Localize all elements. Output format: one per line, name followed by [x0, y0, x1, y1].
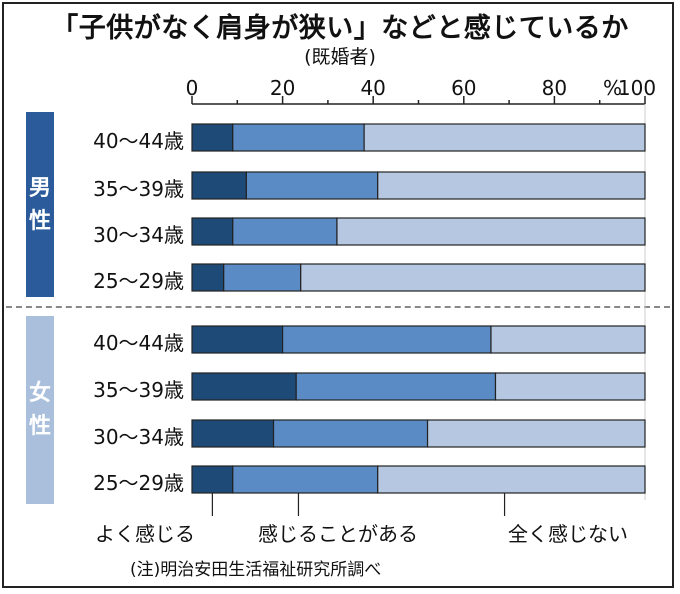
- category-label: 35～39歳: [93, 378, 184, 402]
- bar-segment-series-2: [426, 419, 646, 448]
- bar-segment-series-0: [191, 372, 297, 401]
- bar-segment-series-0: [191, 123, 234, 152]
- x-tick-label: 0: [185, 76, 199, 100]
- bar-segment-series-2: [363, 123, 646, 152]
- bar-segment-series-0: [191, 325, 284, 354]
- group-label-char: 男: [28, 175, 51, 201]
- source-note: (注)明治安田生活福祉研究所調べ: [130, 560, 382, 580]
- bar-segment-series-1: [245, 171, 379, 200]
- bar-segment-series-0: [191, 263, 225, 292]
- category-label: 25～29歳: [93, 269, 184, 293]
- group-divider: [6, 306, 670, 308]
- category-label: 30～34歳: [93, 223, 184, 247]
- chart-frame: [2, 2, 674, 588]
- category-label: 40～44歳: [93, 331, 184, 355]
- category-label: 40～44歳: [93, 129, 184, 153]
- category-label: 25～29歳: [93, 471, 184, 495]
- bar-segment-series-2: [336, 217, 646, 246]
- bar-segment-series-1: [232, 465, 379, 494]
- legend-often: よく感じる: [95, 522, 195, 546]
- group-label-char: 性: [28, 208, 51, 234]
- bar-segment-series-0: [191, 419, 275, 448]
- bar-segment-series-0: [191, 465, 234, 494]
- category-label: 35～39歳: [93, 177, 184, 201]
- category-label: 30～34歳: [93, 425, 184, 449]
- bar-segment-series-2: [300, 263, 646, 292]
- chart-subtitle: (既婚者): [304, 46, 376, 68]
- bar-segment-series-1: [295, 372, 497, 401]
- bar-segment-series-0: [191, 217, 234, 246]
- legend-sometimes: 感じることがある: [258, 522, 418, 546]
- chart-title: 「子供がなく肩身が狭い」などと感じているか: [51, 13, 629, 44]
- bar-segment-series-1: [232, 123, 365, 152]
- group-label-female: 女 性: [26, 316, 54, 504]
- bar-segment-series-2: [494, 372, 646, 401]
- group-label-char: 性: [28, 414, 51, 439]
- bar-segment-series-2: [377, 171, 646, 200]
- group-label-male: 男 性: [26, 112, 54, 297]
- x-tick-label: 100: [617, 76, 657, 100]
- bar-segment-series-2: [490, 325, 646, 354]
- bar-segment-series-1: [223, 263, 302, 292]
- legend-never: 全く感じない: [508, 522, 628, 546]
- bar-segment-series-2: [377, 465, 646, 494]
- x-axis-unit: %: [603, 76, 623, 100]
- group-label-char: 女: [28, 381, 51, 406]
- bar-segment-series-1: [232, 217, 338, 246]
- bar-segment-series-0: [191, 171, 247, 200]
- bar-segment-series-1: [272, 419, 429, 448]
- bar-segment-series-1: [282, 325, 492, 354]
